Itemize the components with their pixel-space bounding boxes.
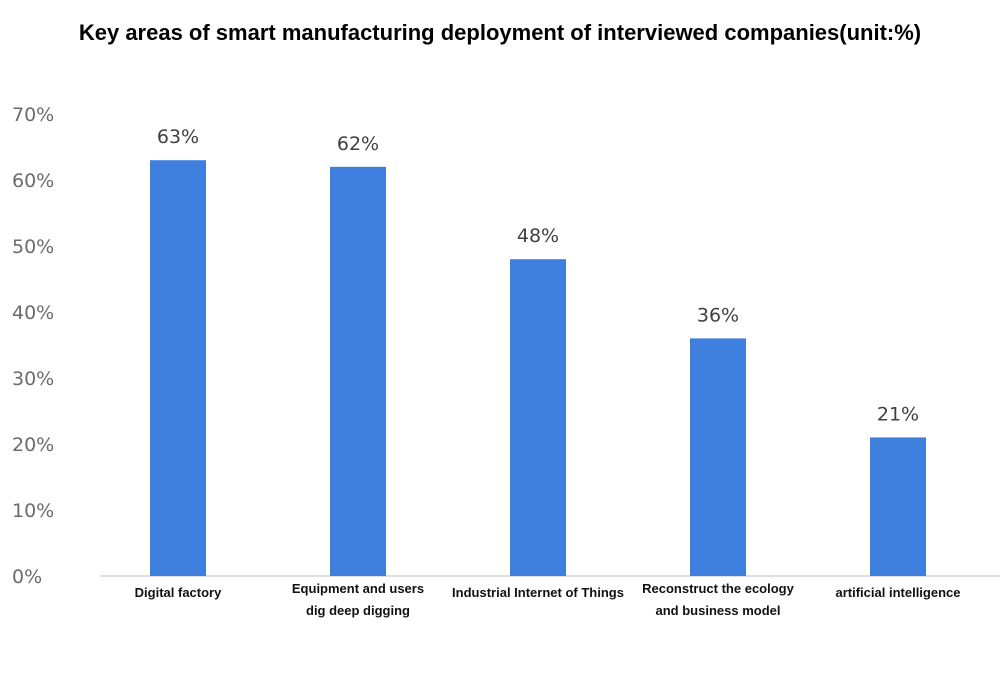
y-tick-label: 0% bbox=[12, 566, 42, 588]
y-axis-ticks: 0% 10% 20% 30% 40% 50% 60% 70% bbox=[12, 104, 54, 588]
bar bbox=[330, 166, 386, 577]
y-tick-label: 40% bbox=[12, 302, 54, 324]
data-label: 63% bbox=[157, 126, 199, 148]
category-labels: Digital factory Equipment and users dig de… bbox=[135, 581, 961, 618]
bars bbox=[150, 160, 926, 577]
data-label: 21% bbox=[877, 403, 919, 425]
chart-title: Key areas of smart manufacturing deploym… bbox=[78, 20, 922, 45]
y-tick-label: 20% bbox=[12, 434, 54, 456]
bar bbox=[870, 437, 926, 576]
bar bbox=[510, 259, 566, 576]
category-label: Equipment and users dig deep digging bbox=[292, 581, 424, 618]
category-label: artificial intelligence bbox=[836, 585, 961, 600]
y-tick-label: 50% bbox=[12, 236, 54, 258]
category-label: Digital factory bbox=[135, 585, 222, 600]
bar bbox=[150, 160, 206, 576]
data-labels: 63% 62% 48% 36% 21% bbox=[157, 126, 919, 425]
y-tick-label: 60% bbox=[12, 170, 54, 192]
data-label: 36% bbox=[697, 304, 739, 326]
bar bbox=[690, 338, 746, 576]
data-label: 48% bbox=[517, 225, 559, 247]
y-tick-label: 70% bbox=[12, 104, 54, 126]
y-tick-label: 30% bbox=[12, 368, 54, 390]
y-tick-label: 10% bbox=[12, 500, 54, 522]
category-label: Reconstruct the ecology and business mode… bbox=[642, 581, 794, 618]
data-label: 62% bbox=[337, 133, 379, 155]
category-label: Industrial Internet of Things bbox=[452, 585, 624, 600]
